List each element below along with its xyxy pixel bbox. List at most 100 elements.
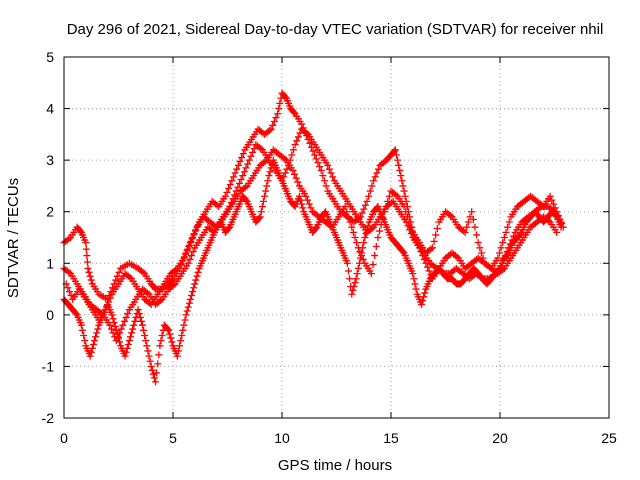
data-point xyxy=(497,244,505,252)
data-point xyxy=(232,187,240,195)
data-point xyxy=(228,177,236,185)
axis-ticks: 0 5 10 15 20 25 -2 -1 0 1 2 3 4 5 xyxy=(42,49,617,446)
data-point xyxy=(553,228,561,236)
grid-lines xyxy=(64,57,609,418)
data-point xyxy=(82,239,90,247)
data-point xyxy=(474,239,482,247)
data-point xyxy=(280,173,288,181)
data-point xyxy=(94,325,102,333)
data-point xyxy=(264,177,272,185)
data-point xyxy=(286,156,294,164)
data-point xyxy=(189,288,197,296)
data-point xyxy=(124,341,132,349)
data-point xyxy=(391,146,399,154)
data-point xyxy=(183,246,191,254)
data-point xyxy=(504,250,512,258)
data-point xyxy=(294,133,302,141)
data-point xyxy=(422,259,430,267)
data-point xyxy=(164,325,172,333)
data-point xyxy=(168,338,176,346)
data-point xyxy=(113,272,121,280)
data-point xyxy=(112,276,120,284)
data-point xyxy=(281,169,289,177)
x-tick-label: 15 xyxy=(383,430,399,446)
data-point xyxy=(143,289,151,297)
data-point xyxy=(317,166,325,174)
data-point xyxy=(446,212,454,220)
data-point xyxy=(77,321,85,329)
data-point xyxy=(178,331,186,339)
data-point xyxy=(325,165,333,173)
data-point xyxy=(194,268,202,276)
data-point xyxy=(173,352,181,360)
x-tick-label: 5 xyxy=(169,430,177,446)
data-point xyxy=(314,159,322,167)
data-point xyxy=(351,279,359,287)
data-point xyxy=(242,196,250,204)
y-tick-label: 1 xyxy=(46,255,54,271)
data-point xyxy=(183,307,191,315)
data-point xyxy=(476,244,484,252)
data-point xyxy=(146,357,154,365)
data-point xyxy=(421,289,429,297)
data-point xyxy=(231,169,239,177)
data-point xyxy=(390,147,398,155)
data-point xyxy=(367,270,375,278)
data-point xyxy=(353,239,361,247)
data-point xyxy=(355,259,363,267)
data-point xyxy=(119,321,127,329)
data-point xyxy=(82,245,90,253)
data-point xyxy=(463,223,471,231)
data-point xyxy=(265,126,273,134)
data-point xyxy=(155,351,163,359)
data-point xyxy=(427,271,435,279)
data-point xyxy=(76,227,84,235)
data-point xyxy=(402,208,410,216)
data-point xyxy=(165,326,173,334)
data-point xyxy=(261,192,269,200)
y-tick-label: 0 xyxy=(46,307,54,323)
data-point xyxy=(346,275,354,283)
data-point xyxy=(304,196,312,204)
data-point xyxy=(122,348,130,356)
data-point xyxy=(348,223,356,231)
x-tick-label: 25 xyxy=(601,430,617,446)
data-marks xyxy=(60,89,567,386)
data-point xyxy=(259,197,267,205)
data-point xyxy=(344,267,352,275)
data-point xyxy=(231,191,239,199)
data-point xyxy=(552,212,560,220)
data-point xyxy=(415,244,423,252)
data-point xyxy=(255,214,263,222)
data-point xyxy=(168,276,176,284)
data-point xyxy=(360,205,368,213)
data-point xyxy=(146,299,154,307)
data-point xyxy=(141,331,149,339)
data-point xyxy=(536,204,544,212)
plot-frame xyxy=(63,56,610,419)
data-point xyxy=(409,270,417,278)
data-point xyxy=(356,254,364,262)
data-point xyxy=(185,243,193,251)
data-point xyxy=(72,310,80,318)
data-point xyxy=(399,248,407,256)
data-point xyxy=(348,290,356,298)
data-point xyxy=(242,164,250,172)
data-point xyxy=(249,148,257,156)
data-point xyxy=(142,337,150,345)
data-point xyxy=(477,249,485,257)
data-point xyxy=(115,334,122,342)
data-point xyxy=(65,268,73,276)
data-point xyxy=(272,114,280,122)
data-point xyxy=(122,313,130,321)
data-point xyxy=(371,173,379,181)
data-point xyxy=(117,325,125,333)
data-point xyxy=(324,161,332,169)
data-point xyxy=(419,297,427,305)
data-point xyxy=(190,284,198,292)
data-point xyxy=(166,330,174,338)
data-point xyxy=(372,243,380,251)
data-point xyxy=(65,235,73,243)
data-point xyxy=(112,326,120,334)
data-point xyxy=(411,280,419,288)
